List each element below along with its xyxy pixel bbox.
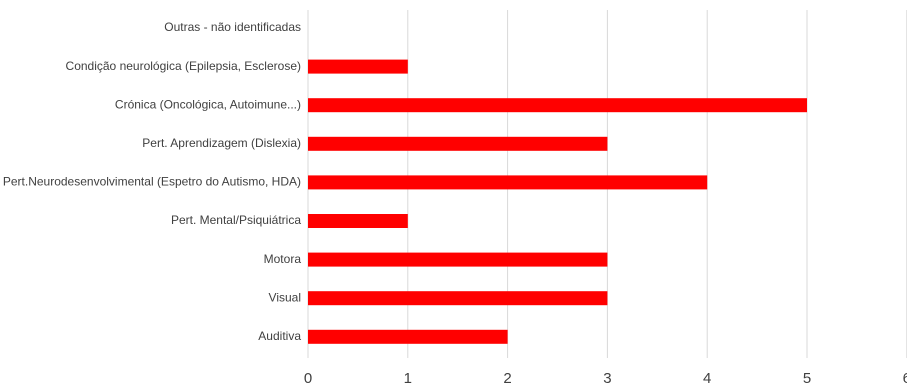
bars xyxy=(308,59,807,344)
category-label-7: Visual xyxy=(269,290,301,304)
bar-5 xyxy=(308,214,408,228)
category-label-5: Pert. Mental/Psiquiátrica xyxy=(171,213,301,227)
category-label-0: Outras - não identificadas xyxy=(164,20,301,34)
category-label-8: Auditiva xyxy=(258,329,301,343)
category-label-3: Pert. Aprendizagem (Dislexia) xyxy=(142,136,301,150)
bar-8 xyxy=(308,329,508,344)
x-tick-label-3: 3 xyxy=(603,370,611,387)
x-tick-label-1: 1 xyxy=(404,370,412,387)
x-tick-label-5: 5 xyxy=(803,370,811,387)
bar-3 xyxy=(308,136,608,151)
bar-4 xyxy=(308,175,708,190)
x-tick-label-0: 0 xyxy=(304,370,312,387)
bar-2 xyxy=(308,98,807,113)
x-axis-tick-labels: 0 1 2 3 4 5 6 xyxy=(304,370,907,387)
category-label-6: Motora xyxy=(264,252,302,266)
bar-6 xyxy=(308,252,608,267)
x-tick-label-4: 4 xyxy=(703,370,711,387)
x-tick-label-2: 2 xyxy=(503,370,511,387)
category-label-1: Condição neurológica (Epilepsia, Esclero… xyxy=(66,59,301,73)
x-tick-label-6: 6 xyxy=(903,370,907,387)
category-labels: Outras - não identificadas Condição neuro… xyxy=(3,20,301,343)
bar-7 xyxy=(308,291,608,306)
category-label-2: Crónica (Oncológica, Autoimune...) xyxy=(115,97,301,111)
category-label-4: Pert.Neurodesenvolvimental (Espetro do A… xyxy=(3,175,301,189)
bar-1 xyxy=(308,59,408,74)
